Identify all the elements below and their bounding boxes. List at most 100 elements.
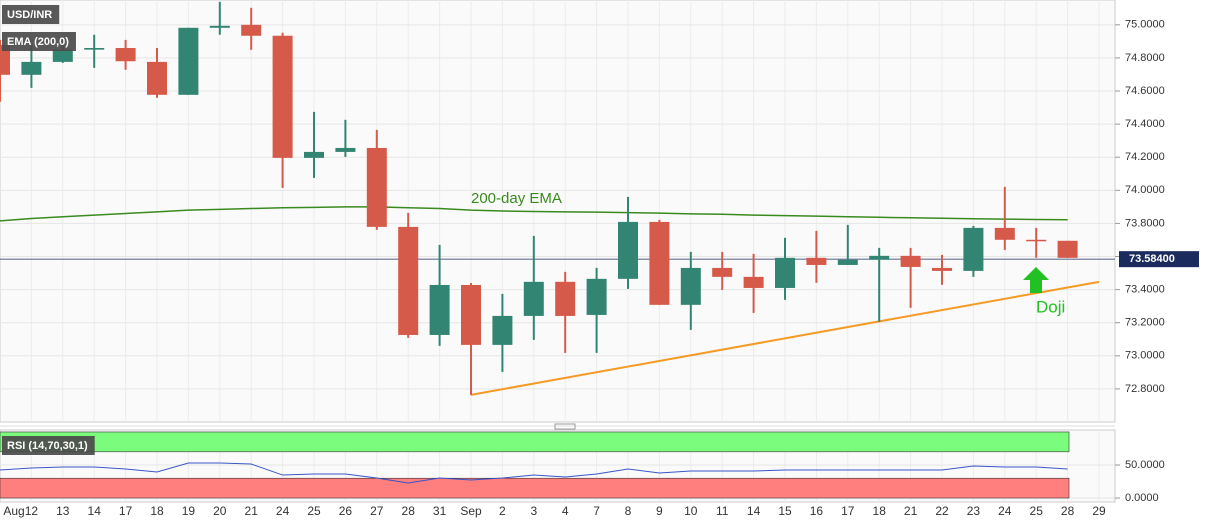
x-tick-label: 2	[499, 504, 506, 518]
candle-body	[241, 24, 262, 36]
x-tick-label: 10	[684, 504, 698, 518]
x-tick-label: 15	[778, 504, 792, 518]
legend-rsi: RSI (14,70,30,1)	[7, 440, 88, 452]
y-tick-label: 75.0000	[1125, 19, 1165, 31]
y-tick-label: 74.4000	[1125, 118, 1165, 130]
ema-annotation: 200-day EMA	[471, 190, 562, 207]
x-tick-label: 31	[433, 504, 447, 518]
legend-ema: EMA (200,0)	[7, 36, 69, 48]
candle-body	[21, 61, 42, 75]
x-tick-label: 4	[562, 504, 569, 518]
x-tick-label: 8	[625, 504, 632, 518]
candle-body	[366, 147, 387, 227]
y-tick-label: 0.0000	[1125, 492, 1159, 504]
candle-body	[994, 227, 1015, 240]
doji-arrow	[1023, 267, 1049, 293]
candle-body	[398, 226, 419, 335]
x-tick-label: 7	[593, 504, 600, 518]
x-tick-label: 23	[967, 504, 981, 518]
candle-body	[461, 284, 481, 345]
candle-body	[712, 267, 733, 277]
candle-body	[743, 276, 764, 288]
y-tick-label: 74.0000	[1125, 184, 1165, 196]
x-tick-label: 26	[339, 504, 353, 518]
trend-line	[470, 280, 1100, 396]
x-tick-label: 22	[935, 504, 949, 518]
candle-body	[555, 281, 576, 316]
x-tick-label: 25	[307, 504, 321, 518]
x-tick-label: 28	[1061, 504, 1075, 518]
x-tick-label: 3	[530, 504, 537, 518]
x-tick-label: 20	[213, 504, 227, 518]
candle-body	[869, 255, 890, 260]
candle-body	[335, 147, 356, 152]
candle-body	[680, 267, 701, 305]
y-tick-label: 50.0000	[1125, 459, 1165, 471]
y-tick-label: 74.8000	[1125, 52, 1165, 64]
x-tick-label: 19	[182, 504, 196, 518]
candle-body	[84, 47, 105, 50]
y-tick-label: 73.4000	[1125, 284, 1165, 296]
x-tick-label: 25	[1030, 504, 1044, 518]
y-tick-label: 74.2000	[1125, 151, 1165, 163]
x-tick-label: Aug	[3, 504, 24, 518]
x-tick-label: 27	[370, 504, 384, 518]
x-tick-label: 14	[747, 504, 761, 518]
x-tick-label: 17	[841, 504, 855, 518]
y-tick-label: 73.8000	[1125, 217, 1165, 229]
candle-body	[523, 281, 544, 316]
chart-title-box	[2, 5, 60, 24]
candle-body	[932, 267, 952, 271]
legend-ema-box	[2, 32, 76, 51]
x-tick-label: 28	[402, 504, 416, 518]
doji-annotation: Doji	[1036, 297, 1065, 316]
candle-body	[147, 61, 167, 95]
rsi-band	[0, 477, 1070, 499]
candle-body	[618, 221, 638, 279]
candle-body	[963, 227, 984, 271]
x-tick-label: 11	[716, 504, 729, 518]
x-tick-label: 21	[904, 504, 918, 518]
candle-body	[649, 221, 670, 305]
last-price-label: 73.58400	[1129, 253, 1175, 265]
x-tick-label: 9	[656, 504, 663, 518]
x-tick-label: 13	[56, 504, 70, 518]
x-tick-label: 16	[810, 504, 824, 518]
x-tick-label: 12	[25, 504, 39, 518]
candle-body	[304, 151, 324, 158]
legend-rsi-box	[2, 436, 95, 455]
plot-layer: Aug 12 13 14 17 18 19 20 21 24 25 26 27 28 31 Sep 2 3 4 7 8 9…	[0, 0, 1199, 518]
x-tick-label: 18	[873, 504, 887, 518]
x-tick-label: 21	[245, 504, 259, 518]
x-tick-label: 18	[150, 504, 164, 518]
candle-body	[429, 284, 450, 335]
candle-body	[837, 259, 858, 265]
candle-body	[775, 257, 795, 288]
x-tick-label: Sep	[460, 504, 482, 518]
candle-body	[586, 278, 607, 315]
candle-body	[115, 47, 136, 62]
candle-body	[209, 25, 230, 28]
candle-body	[1057, 240, 1078, 258]
candle-body	[1026, 239, 1047, 242]
x-tick-label: 14	[88, 504, 102, 518]
candle-body	[52, 49, 73, 62]
y-tick-label: 73.0000	[1125, 350, 1165, 362]
candle-body	[0, 44, 10, 75]
y-tick-label: 73.2000	[1125, 317, 1165, 329]
panel-grip	[554, 423, 576, 430]
x-tick-label: 24	[276, 504, 290, 518]
y-tick-label: 74.6000	[1125, 85, 1165, 97]
candle-body	[178, 27, 199, 95]
chart-title: USD/INR	[7, 9, 52, 21]
candle-body	[272, 35, 293, 158]
rsi-line	[0, 462, 1068, 484]
x-tick-label: 24	[998, 504, 1012, 518]
rsi-band	[0, 431, 1070, 453]
last-price-tag	[1119, 251, 1199, 268]
candle-body	[806, 257, 827, 265]
x-tick-label: 17	[119, 504, 133, 518]
candle-body	[900, 255, 921, 267]
